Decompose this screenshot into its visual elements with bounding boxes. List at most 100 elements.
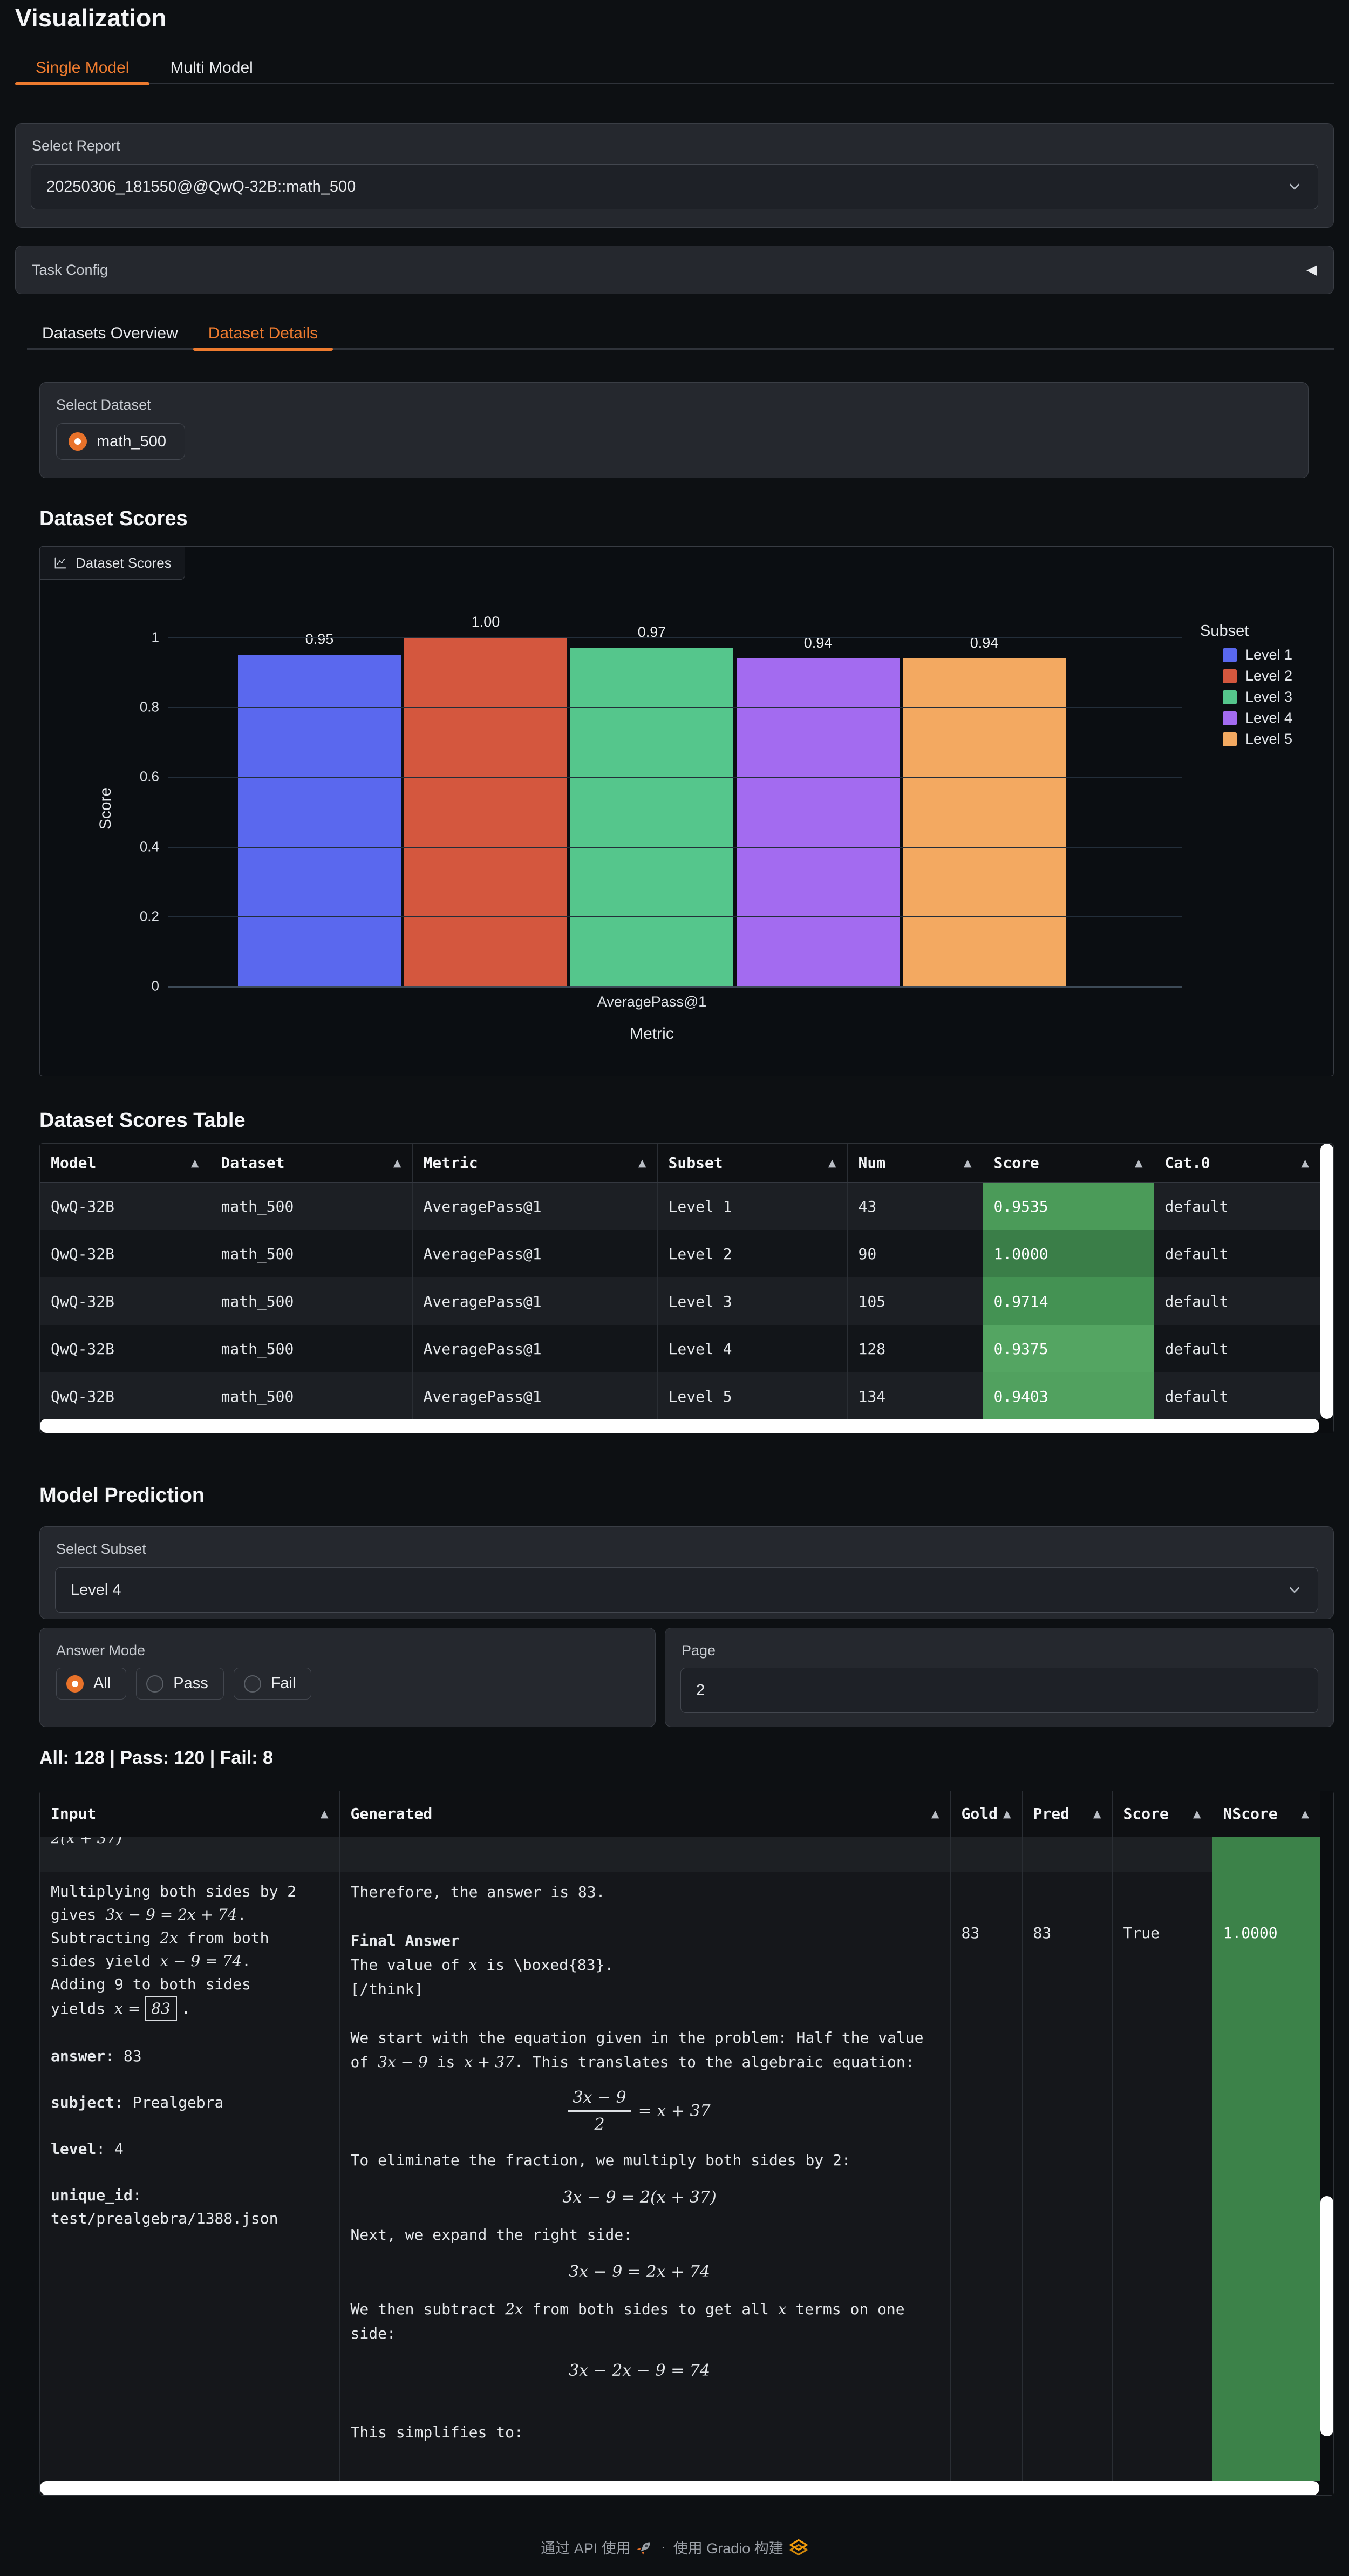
use-via-api-text: 通过 API 使用 <box>541 2540 631 2557</box>
bar-level-5: 0.94 <box>903 635 1066 986</box>
sort-icon: ▲ <box>1003 1807 1011 1820</box>
sort-icon: ▲ <box>828 1157 836 1169</box>
column-header-num[interactable]: Num ▲ <box>847 1144 983 1183</box>
top-tabs: Single Model Multi Model <box>15 53 1334 85</box>
page-title: Visualization <box>15 4 167 32</box>
column-header-model[interactable]: Model ▲ <box>40 1144 210 1183</box>
legend-item-level-4: Level 4 <box>1223 710 1292 726</box>
detail-tabs: Datasets Overview Dataset Details <box>27 318 1334 351</box>
answer-mode-label: Answer Mode <box>56 1642 146 1659</box>
pred-cell-score: True <box>1112 1872 1212 2481</box>
sort-icon: ▲ <box>1301 1807 1309 1820</box>
scrollbar-corner <box>1319 1419 1333 1433</box>
footer-separator: · <box>660 2539 666 2555</box>
column-header-input[interactable]: Input ▲ <box>40 1791 340 1837</box>
pass-fail-summary: All: 128 | Pass: 120 | Fail: 8 <box>39 1748 273 1768</box>
task-config-label: Task Config <box>32 261 108 278</box>
pred-generated-content: Therefore, the answer is 83. Final Answer… <box>350 1882 924 2441</box>
y-axis-title: Score <box>97 787 114 830</box>
legend-item-level-2: Level 2 <box>1223 668 1292 684</box>
scores-table-body: QwQ-32B math_500 AveragePass@1 Level 1 43 0.9… <box>40 1182 1320 1419</box>
answer-mode-option-pass[interactable]: Pass <box>136 1668 224 1700</box>
report-dropdown-value: 20250306_181550@@QwQ-32B::math_500 <box>46 178 356 195</box>
tab-single-model[interactable]: Single Model <box>15 53 150 85</box>
previous-row-sliver: 2(x + 37) <box>40 1837 1320 1872</box>
tab-datasets-overview[interactable]: Datasets Overview <box>42 324 178 342</box>
legend-swatch <box>1223 669 1237 683</box>
sort-icon: ▲ <box>1134 1157 1143 1169</box>
column-header-subset[interactable]: Subset ▲ <box>657 1144 848 1183</box>
horizontal-scrollbar[interactable] <box>40 1419 1319 1433</box>
column-header-cat-0[interactable]: Cat.0 ▲ <box>1154 1144 1320 1183</box>
subset-dropdown[interactable]: Level 4 <box>55 1567 1318 1613</box>
table-row: QwQ-32B math_500 AveragePass@1 Level 1 43 0.9… <box>40 1182 1320 1230</box>
answer-mode-option-all[interactable]: All <box>56 1668 127 1700</box>
gridline <box>168 847 1182 848</box>
scrollbar-corner <box>1319 2481 1333 2495</box>
dataset-option-label: math_500 <box>97 432 166 450</box>
dataset-option-math-500[interactable]: math_500 <box>56 423 185 460</box>
chart-bars: 0.95 1.00 0.97 0.94 0.94 <box>238 614 1066 986</box>
radio-unselected-icon <box>243 1675 261 1693</box>
report-dropdown[interactable]: 20250306_181550@@QwQ-32B::math_500 <box>31 164 1318 209</box>
legend-swatch <box>1223 732 1237 746</box>
dataset-scores-chart: Dataset Scores Score 0.95 1.00 0.97 0.94 0.9… <box>39 546 1334 1076</box>
bar-level-1: 0.95 <box>238 631 401 986</box>
legend-items: Level 1 Level 2 Level 3 Level 4 Level 5 <box>1200 647 1292 747</box>
y-tick-label: 0.6 <box>139 768 159 785</box>
bar-level-2: 1.00 <box>404 614 567 986</box>
legend-swatch <box>1223 690 1237 704</box>
column-header-metric[interactable]: Metric ▲ <box>412 1144 658 1183</box>
dataset-scores-table: Model ▲ Dataset ▲ Metric ▲ Subset ▲ Num ▲ Score ▲ Ca… <box>39 1143 1334 1433</box>
table-row: QwQ-32B math_500 AveragePass@1 Level 2 90 1.0… <box>40 1230 1320 1277</box>
sort-icon: ▲ <box>320 1807 329 1820</box>
task-config-accordion[interactable]: Task Config ◀ <box>15 246 1334 294</box>
sort-icon: ▲ <box>190 1157 199 1169</box>
tab-dataset-details[interactable]: Dataset Details <box>193 318 333 351</box>
answer-mode-panel: Answer Mode All Pass Fail <box>39 1628 656 1727</box>
horizontal-scrollbar[interactable] <box>40 2481 1319 2495</box>
column-header-pred[interactable]: Pred ▲ <box>1022 1791 1113 1837</box>
column-header-generated[interactable]: Generated ▲ <box>339 1791 951 1837</box>
line-chart-icon <box>53 555 68 570</box>
legend-swatch <box>1223 711 1237 725</box>
x-axis-title: Metric <box>630 1025 674 1043</box>
table-row: QwQ-32B math_500 AveragePass@1 Level 3 105 0.… <box>40 1277 1320 1325</box>
sort-icon: ▲ <box>1301 1157 1309 1169</box>
chart-plot: Score 0.95 1.00 0.97 0.94 0.94 AveragePass@1… <box>97 614 1182 1043</box>
scores-table-heading: Dataset Scores Table <box>39 1109 246 1132</box>
gridline <box>168 916 1182 917</box>
page-panel: Page 2 <box>665 1628 1334 1727</box>
sort-icon: ▲ <box>1193 1807 1201 1820</box>
rocket-icon <box>636 2539 653 2556</box>
answer-mode-option-fail[interactable]: Fail <box>233 1668 312 1700</box>
page-input[interactable]: 2 <box>680 1668 1318 1713</box>
y-tick-label: 0 <box>151 977 159 994</box>
subset-dropdown-value: Level 4 <box>71 1581 121 1599</box>
chevron-down-icon <box>1286 1582 1303 1598</box>
column-header-dataset[interactable]: Dataset ▲ <box>210 1144 413 1183</box>
vertical-scrollbar[interactable] <box>1320 1144 1333 1419</box>
gridline <box>168 707 1182 708</box>
legend-item-level-3: Level 3 <box>1223 689 1292 705</box>
use-via-api-link[interactable]: 通过 API 使用 <box>541 2537 653 2558</box>
chart-tab-button[interactable]: Dataset Scores <box>39 546 185 580</box>
pred-cell-nscore: 1.0000 <box>1212 1872 1320 2481</box>
vertical-scrollbar-thumb[interactable] <box>1320 2196 1333 2436</box>
column-header-score[interactable]: Score ▲ <box>983 1144 1154 1183</box>
built-with-gradio-link[interactable]: 使用 Gradio 构建 <box>673 2537 808 2558</box>
legend-item-level-1: Level 1 <box>1223 647 1292 663</box>
column-header-nscore[interactable]: NScore ▲ <box>1212 1791 1320 1837</box>
column-header-score[interactable]: Score ▲ <box>1112 1791 1212 1837</box>
tab-multi-model[interactable]: Multi Model <box>170 58 253 77</box>
page-label: Page <box>682 1642 716 1659</box>
legend-swatch <box>1223 648 1237 662</box>
built-with-gradio-text: 使用 Gradio 构建 <box>673 2540 783 2557</box>
select-report-label: Select Report <box>32 138 120 154</box>
model-prediction-heading: Model Prediction <box>39 1484 205 1507</box>
dataset-scores-heading: Dataset Scores <box>39 507 188 530</box>
pred-strip-nscore <box>1212 1837 1320 1872</box>
column-header-gold[interactable]: Gold ▲ <box>950 1791 1023 1837</box>
y-tick-label: 0.2 <box>139 908 159 925</box>
pred-cell-pred: 83 <box>1022 1872 1113 2481</box>
